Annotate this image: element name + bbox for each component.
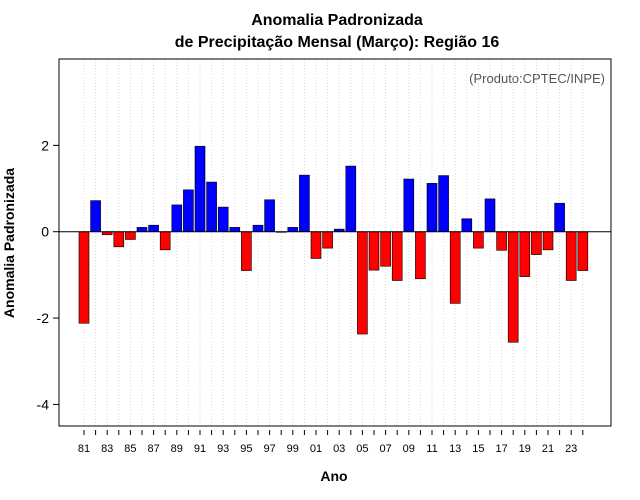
bar-2007: [380, 231, 391, 267]
x-tick-label: 19: [519, 443, 531, 455]
bar-1997: [264, 199, 275, 233]
bar-2011: [426, 183, 438, 233]
bar-2012: [438, 175, 449, 233]
bar-2017: [496, 231, 507, 251]
bar-1986: [136, 227, 148, 233]
y-tick-label: -2: [37, 310, 50, 326]
bar-2006: [368, 231, 380, 271]
bar-1999: [287, 227, 299, 233]
bar-2019: [519, 231, 531, 277]
bar-1994: [229, 227, 241, 233]
x-tick-label: 99: [287, 443, 299, 455]
bar-2005: [357, 231, 368, 335]
chart-title: Anomalia Padronizada: [251, 12, 423, 29]
bar-1990: [183, 189, 194, 233]
x-tick-label: 17: [495, 443, 507, 455]
bar-2013: [449, 231, 461, 304]
bar-2023: [565, 231, 577, 281]
x-tick-label: 15: [472, 443, 484, 455]
bar-2020: [531, 231, 542, 255]
bar-1981: [78, 231, 90, 324]
bar-1982: [90, 200, 101, 233]
bar-1987: [148, 224, 159, 233]
x-tick-label: 09: [403, 443, 415, 455]
bar-2004: [345, 165, 357, 233]
x-tick-label: 83: [101, 443, 113, 455]
x-tick-label: 93: [217, 443, 229, 455]
bar-2016: [484, 198, 496, 233]
x-tick-label: 07: [379, 443, 391, 455]
bar-2002: [322, 231, 333, 249]
bar-1995: [241, 231, 252, 271]
bar-1985: [125, 231, 136, 240]
axes-group: -4 -2 0 2 81 83 85 87 89 91 93 95 97 99 01 03 05 07 09 11 13…: [37, 137, 611, 455]
bar-1991: [194, 145, 206, 233]
bar-2018: [507, 231, 519, 343]
x-tick-label: 13: [449, 443, 461, 455]
x-tick-label: 91: [194, 443, 206, 455]
x-tick-label: 21: [542, 443, 554, 455]
bar-2001: [310, 231, 322, 259]
bar-1992: [206, 181, 217, 233]
bar-1996: [252, 224, 264, 233]
bar-2008: [391, 231, 403, 281]
y-tick-label: 0: [41, 224, 49, 240]
plot-frame: [58, 58, 612, 427]
y-axis-title: Anomalia Padronizada: [1, 168, 17, 318]
bar-2014: [461, 218, 473, 233]
bar-2022: [554, 202, 565, 233]
product-credit: (Produto:CPTEC/INPE): [469, 71, 605, 86]
x-tick-label: 11: [426, 443, 437, 455]
x-tick-label: 01: [310, 443, 322, 455]
bar-2000: [299, 174, 310, 233]
bars-group: [78, 145, 589, 343]
bar-1984: [113, 231, 125, 248]
bar-2010: [415, 231, 426, 280]
x-tick-label: 03: [333, 443, 345, 455]
bar-2015: [473, 231, 484, 249]
bar-1988: [159, 231, 171, 251]
x-axis-title: Ano: [320, 468, 347, 484]
x-tick-label: 97: [263, 443, 275, 455]
chart-subtitle: de Precipitação Mensal (Março): Região 1…: [175, 34, 500, 51]
bar-2021: [542, 231, 554, 251]
bar-2024: [577, 231, 589, 271]
x-tick-label: 87: [147, 443, 159, 455]
x-tick-label: 95: [240, 443, 252, 455]
x-tick-label: 89: [171, 443, 183, 455]
x-tick-label: 05: [356, 443, 368, 455]
bar-1993: [217, 206, 229, 233]
x-tick-label: 85: [124, 443, 136, 455]
x-tick-label: 81: [78, 443, 90, 455]
x-tick-label: 23: [565, 443, 577, 455]
y-tick-label: 2: [41, 137, 49, 153]
y-tick-label: -4: [37, 396, 50, 412]
bar-2009: [403, 178, 415, 233]
bar-1989: [171, 204, 183, 233]
